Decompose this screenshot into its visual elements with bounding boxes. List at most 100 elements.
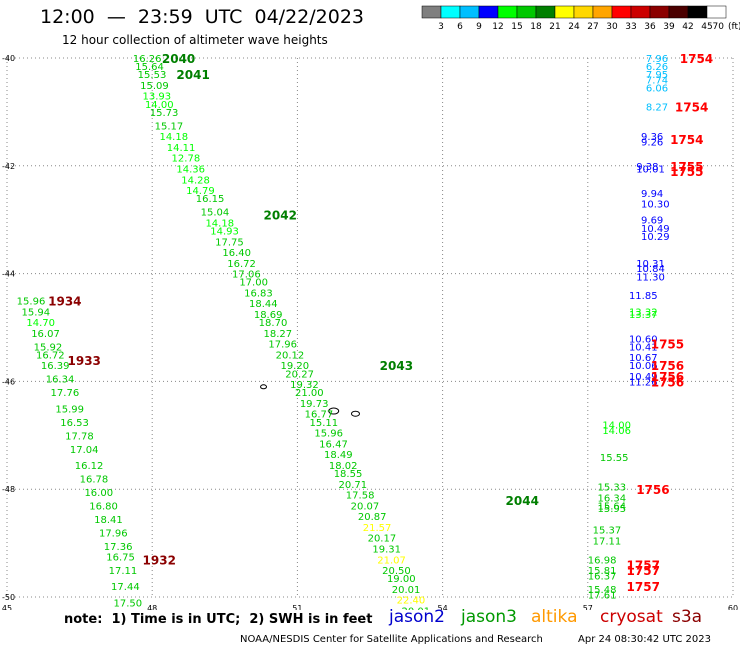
x-tick-label: 54 [438, 604, 448, 610]
pass-time-label: 1934 [48, 295, 81, 309]
data-point-cryosat: 17.11 [593, 536, 622, 547]
legend-tick-label: 27 [587, 22, 598, 32]
data-point-jason3: 15.94 [22, 307, 51, 318]
data-point-cryosat: 10.01 [636, 164, 665, 175]
data-point-jason3: 15.96 [314, 429, 343, 440]
x-tick-label: 48 [147, 604, 157, 610]
data-point-jason3: 17.78 [65, 431, 94, 442]
data-point-jason3: 17.06 [232, 270, 261, 281]
island-outline [350, 410, 360, 417]
y-tick-label: -42 [2, 162, 15, 171]
pass-time-label: 1754 [670, 133, 703, 147]
chart-title: 12:00 — 23:59 UTC 04/22/2023 [40, 6, 365, 28]
data-point-jason3: 16.75 [106, 553, 135, 564]
data-point-jason3: 16.07 [31, 329, 60, 340]
y-tick-label: -48 [2, 485, 15, 494]
data-point-cryosat: 9.69 [641, 216, 663, 227]
data-point-cryosat: 11.26 [629, 377, 658, 388]
legend-tick-label: 33 [625, 22, 636, 32]
x-tick-label: 51 [292, 604, 302, 610]
data-point-jason3: 18.55 [334, 469, 363, 480]
pass-time-label: 1756 [651, 359, 684, 373]
satellite-label-cryosat: cryosat [600, 607, 663, 627]
satellite-label-s3a: s3a [672, 607, 703, 627]
data-point-jason3: 16.78 [80, 474, 109, 485]
pass-time-label: 2040 [162, 52, 195, 66]
data-point-jason3: 20.27 [285, 369, 314, 380]
legend-tick-label: 42 [682, 22, 693, 32]
data-point-jason3: 15.73 [150, 108, 179, 119]
legend-tick-label: 36 [644, 22, 656, 32]
data-point-jason3: 18.41 [94, 515, 123, 526]
data-point-cryosat: 9.94 [641, 189, 663, 200]
data-point-jason3: 19.20 [280, 361, 309, 372]
credit-text: NOAA/NESDIS Center for Satellite Applica… [240, 634, 543, 645]
data-point-jason3: 16.39 [41, 361, 70, 372]
y-tick-label: -40 [2, 54, 15, 63]
data-point-cryosat: 14.00 [602, 421, 631, 432]
data-point-cryosat: 13.37 [629, 310, 658, 321]
data-point-jason3: 20.50 [382, 566, 411, 577]
legend-tick-label: 39 [663, 22, 675, 32]
data-point-jason3: 18.27 [264, 329, 293, 340]
data-point-jason3: 20.12 [276, 350, 305, 361]
data-point-cryosat: 9.26 [641, 138, 663, 149]
timestamp-text: Apr 24 08:30:42 UTC 2023 [578, 634, 711, 645]
data-point-jason3: 15.64 [135, 62, 164, 73]
data-point-jason3: 20.01 [401, 606, 430, 610]
pass-time-label: 1757 [627, 564, 660, 578]
data-point-jason3: 18.70 [259, 318, 288, 329]
data-point-jason3: 17.58 [346, 491, 375, 502]
pass-time-label: 1754 [680, 52, 713, 66]
data-point-cryosat: 15.55 [600, 453, 629, 464]
pass-time-label: 1933 [68, 354, 101, 368]
pass-time-label: 2041 [176, 68, 209, 82]
data-point-jason3: 21.57 [363, 523, 392, 534]
satellite-label-altika: altika [531, 607, 578, 627]
data-point-jason3: 18.02 [329, 461, 358, 472]
data-point-cryosat: 9.38 [636, 162, 658, 173]
pass-time-label: 1755 [670, 160, 703, 174]
data-point-jason3: 17.76 [51, 388, 80, 399]
data-point-cryosat: 7.95 [646, 70, 668, 81]
data-point-jason3: 16.00 [84, 488, 113, 499]
legend-tick-label: 9 [476, 22, 482, 32]
data-point-cryosat: 15.48 [588, 585, 617, 596]
legend-unit: (ft) [728, 22, 740, 32]
data-point-jason3: 14.79 [186, 186, 215, 197]
data-point-cryosat: 6.06 [646, 84, 668, 95]
island-outline [260, 384, 268, 390]
data-point-jason3: 17.50 [113, 598, 142, 609]
data-point-cryosat: 10.06 [629, 361, 658, 372]
data-point-jason3: 16.53 [60, 418, 89, 429]
data-point-jason3: 14.93 [210, 226, 239, 237]
data-point-jason3: 15.92 [34, 342, 63, 353]
data-point-jason3: 21.00 [295, 388, 324, 399]
legend-tick-label: 30 [606, 22, 618, 32]
legend-tick-label: 21 [549, 22, 560, 32]
data-point-jason3: 14.18 [205, 218, 234, 229]
data-point-jason3: 15.99 [55, 404, 84, 415]
data-point-jason3: 17.11 [109, 566, 138, 577]
data-point-jason3: 16.26 [133, 54, 162, 65]
pass-time-label: 1755 [651, 338, 684, 352]
data-point-jason3: 16.80 [89, 501, 118, 512]
data-point-jason3: 20.87 [358, 512, 387, 523]
data-point-jason3: 17.75 [215, 237, 244, 248]
pass-time-label: 1755 [670, 165, 703, 179]
data-point-jason3: 17.00 [239, 278, 268, 289]
data-point-jason3: 14.18 [159, 132, 188, 143]
data-point-cryosat: 10.31 [636, 259, 665, 270]
data-point-jason3: 21.07 [377, 555, 406, 566]
data-point-jason3: 16.47 [319, 439, 348, 450]
data-point-jason3: 20.01 [392, 585, 421, 596]
data-point-jason3: 14.11 [167, 143, 196, 154]
data-point-jason3: 15.11 [310, 418, 339, 429]
data-point-cryosat: 8.27 [646, 103, 668, 114]
data-point-cryosat: 10.30 [641, 200, 670, 211]
legend-tick-label: 18 [530, 22, 542, 32]
data-point-cryosat: 17.61 [588, 590, 617, 601]
data-point-cryosat: 15.81 [588, 566, 617, 577]
data-point-jason3: 17.96 [268, 340, 297, 351]
pass-time-label: 1754 [675, 101, 708, 115]
